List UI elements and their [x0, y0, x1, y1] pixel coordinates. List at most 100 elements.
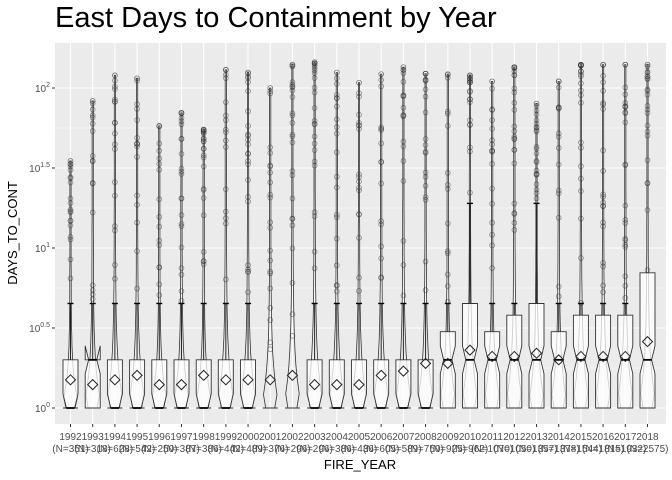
mean-marker-2001: [264, 374, 276, 386]
outlier-point: [245, 108, 251, 115]
x-tick-label: 2001: [259, 432, 282, 443]
outlier-point: [422, 109, 429, 116]
outlier-point: [356, 274, 362, 281]
outlier-point: [356, 187, 362, 194]
violin-2008: [418, 73, 433, 409]
outlier-point: [156, 155, 163, 162]
outlier-point: [622, 237, 629, 244]
outlier-point: [578, 68, 584, 75]
outlier-max-point: [267, 85, 274, 91]
outlier-point: [533, 150, 540, 157]
outlier-point: [178, 135, 185, 142]
outlier-point: [289, 81, 296, 88]
outlier-max-point: [356, 79, 362, 86]
mean-marker-2003: [308, 378, 321, 391]
outlier-point: [311, 248, 318, 255]
outlier-point: [267, 268, 274, 275]
outlier-max-point: [400, 64, 407, 70]
violin-2005: [351, 82, 367, 409]
violin-1992: [63, 160, 78, 409]
outlier-point: [67, 236, 74, 243]
box-1994: [106, 359, 123, 409]
outlier-point: [378, 83, 384, 90]
outlier-point: [533, 111, 540, 118]
mean-marker-2016: [597, 350, 609, 363]
outlier-point: [489, 117, 495, 123]
outlier-point: [311, 162, 318, 169]
outlier-point: [400, 143, 407, 150]
outlier-point: [267, 90, 274, 97]
outlier-point: [267, 144, 274, 151]
outlier-point: [400, 70, 407, 76]
outlier-point: [600, 100, 606, 106]
outlier-point: [467, 75, 473, 82]
outlier-point: [444, 250, 451, 257]
x-tick-label: 1997: [170, 432, 193, 443]
box-1997: [173, 359, 190, 409]
outlier-point: [289, 87, 296, 94]
box-2009: [439, 331, 456, 409]
outlier-point: [555, 130, 562, 137]
box-2014: [550, 331, 567, 409]
outlier-point: [67, 256, 74, 263]
y-tick-label: 101.5: [29, 162, 50, 175]
outlier-point: [600, 219, 606, 226]
outlier-point: [578, 92, 584, 98]
outlier-point: [511, 123, 518, 130]
mean-marker-2006: [375, 369, 387, 382]
outlier-point: [89, 128, 96, 134]
outlier-point: [156, 196, 163, 203]
outlier-point: [489, 107, 495, 113]
mean-marker-1992: [64, 374, 77, 386]
outlier-point: [356, 93, 362, 100]
outlier-point: [245, 141, 251, 147]
violin-2004: [329, 72, 345, 409]
outlier-max-point: [644, 61, 651, 68]
outlier-point: [555, 190, 562, 197]
outlier-point: [422, 174, 429, 180]
chart-title: East Days to Containment by Year: [55, 2, 497, 34]
outlier-point: [622, 244, 629, 250]
outlier-max-point: [467, 72, 473, 79]
outlier-point: [112, 179, 118, 185]
outlier-point: [489, 265, 495, 271]
x-tick-label: 1998: [193, 432, 216, 443]
outlier-point: [112, 96, 118, 103]
outlier-point: [644, 128, 651, 135]
mean-marker-1994: [109, 374, 121, 386]
outlier-point: [289, 131, 296, 138]
outlier-max-point: [533, 100, 540, 107]
outlier-point: [533, 158, 540, 164]
outlier-point: [156, 161, 163, 167]
x-tick-label: 1996: [148, 432, 171, 443]
mean-marker-2017: [619, 350, 632, 363]
x-tick-label: 2010: [459, 432, 482, 443]
mean-marker-2002: [286, 369, 299, 382]
outlier-point: [622, 235, 629, 242]
outlier-point: [311, 140, 318, 147]
outlier-point: [511, 210, 518, 216]
outlier-point: [223, 220, 229, 227]
outlier-point: [555, 134, 562, 140]
outlier-point: [644, 122, 651, 129]
outlier-point: [511, 135, 518, 142]
outlier-point: [67, 167, 74, 173]
mean-marker-2014: [553, 354, 565, 366]
outlier-point: [245, 123, 251, 129]
outlier-max-point: [134, 75, 140, 82]
box-2003: [306, 359, 323, 409]
x-tick-label: 2011: [481, 432, 503, 443]
box-2006: [373, 359, 390, 409]
outlier-point: [134, 77, 140, 84]
outlier-point: [112, 86, 118, 92]
outlier-point: [334, 282, 340, 288]
outlier-point: [578, 175, 584, 182]
mean-marker-2007: [397, 365, 410, 377]
outlier-max-point: [156, 123, 163, 129]
outlier-point: [178, 168, 185, 175]
outlier-max-point: [67, 158, 74, 164]
outlier-point: [89, 180, 96, 186]
outlier-point: [533, 107, 540, 114]
x-tick-count: (N=589): [385, 444, 421, 455]
outlier-point: [378, 275, 384, 281]
